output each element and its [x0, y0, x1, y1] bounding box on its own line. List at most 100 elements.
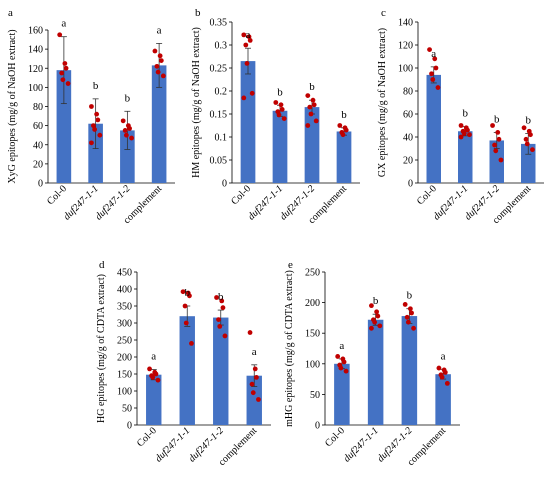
data-point	[241, 32, 247, 38]
chart-panel-c: c 0 20 40 60 80 100 120 140 GX epitopes (mg/g of …	[377, 7, 544, 226]
y-tick-label: 300	[117, 319, 132, 330]
bar-c-3	[489, 140, 504, 183]
data-point	[465, 127, 470, 133]
data-point	[154, 63, 160, 69]
y-axis-label: mHG epitopes (mg/g of CDTA extract)	[284, 270, 295, 427]
x-tick-label: Col-0	[229, 183, 253, 207]
y-tick-label: 0.35	[210, 18, 228, 29]
bar-d-4	[246, 375, 262, 425]
data-point	[278, 102, 284, 108]
data-point	[377, 323, 383, 329]
bar-a-1	[56, 70, 72, 183]
y-tick-label: 250	[117, 336, 132, 347]
bar-d-1	[146, 374, 162, 425]
data-point	[335, 354, 341, 359]
data-point	[310, 97, 316, 103]
data-point	[276, 112, 282, 118]
significance-letter: b	[463, 108, 469, 120]
data-point	[338, 365, 344, 371]
y-tick-label: 50	[310, 390, 320, 401]
data-point	[496, 136, 502, 142]
significance-letter: a	[339, 340, 344, 352]
data-point	[442, 369, 448, 375]
data-point	[92, 127, 98, 132]
data-point	[341, 359, 347, 365]
significance-letter: b	[309, 81, 315, 93]
significance-letter: b	[526, 115, 532, 127]
panel-letter: e	[288, 259, 293, 271]
y-tick-label: 150	[117, 370, 132, 381]
chart-panel-d: d 0 50 100 150 200 250 300 350 400 450 HG epitopes …	[96, 259, 271, 468]
data-point	[160, 73, 166, 79]
bar-c-2	[458, 131, 473, 183]
y-tick-label: 20	[403, 156, 413, 167]
y-tick-label: 100	[305, 359, 320, 370]
significance-letter: b	[125, 92, 131, 104]
bar-a-2	[88, 123, 103, 183]
y-tick-label: 50	[122, 404, 132, 415]
data-point	[430, 77, 436, 82]
data-point	[57, 32, 63, 38]
data-point	[411, 325, 416, 331]
y-tick-label: 0.3	[215, 41, 228, 52]
data-point	[435, 85, 441, 90]
data-point	[458, 123, 464, 128]
data-point	[305, 123, 311, 128]
significance-letter: b	[407, 290, 413, 302]
data-point	[254, 375, 259, 380]
data-point	[222, 333, 228, 339]
data-point	[182, 303, 188, 309]
data-point	[122, 128, 128, 133]
y-tick-label: 60	[33, 121, 43, 132]
data-point	[372, 319, 378, 325]
data-point	[498, 157, 504, 163]
x-tick-label: Col-0	[135, 425, 159, 449]
data-point	[493, 148, 499, 154]
significance-letter: b	[341, 109, 347, 121]
data-point	[369, 303, 374, 309]
bar-b-1	[240, 61, 256, 183]
significance-letter: b	[218, 291, 224, 303]
y-tick-label: 100	[28, 83, 43, 94]
bar-e-1	[334, 363, 350, 425]
data-point	[241, 95, 247, 101]
data-point	[308, 111, 314, 117]
data-point	[180, 289, 186, 295]
data-point	[183, 320, 189, 326]
y-tick-label: 120	[28, 64, 43, 75]
data-point	[97, 132, 103, 138]
y-tick-label: 0.1	[215, 133, 228, 144]
significance-letter: a	[157, 24, 162, 36]
data-point	[305, 93, 311, 98]
y-tick-label: 140	[398, 18, 413, 29]
data-point	[343, 127, 349, 133]
y-tick-label: 100	[117, 387, 132, 398]
y-tick-label: 400	[117, 285, 132, 296]
bar-e-3	[401, 316, 418, 425]
significance-letter: a	[151, 351, 156, 363]
y-tick-label: 0	[127, 421, 132, 432]
data-point	[147, 366, 152, 372]
x-tick-label: Col-0	[45, 183, 69, 207]
data-point	[157, 53, 163, 59]
y-tick-label: 120	[398, 41, 413, 52]
bar-c-1	[426, 74, 441, 183]
bar-b-3	[304, 107, 320, 183]
data-point	[63, 65, 69, 71]
data-point	[243, 42, 249, 48]
bar-e-2	[367, 319, 384, 425]
y-tick-label: 40	[403, 133, 413, 144]
data-point	[523, 136, 529, 142]
data-point	[153, 371, 159, 377]
data-point	[60, 77, 66, 83]
chart-panel-b: b 0 0.05 0.1 0.15 0.2 0.25 0.3 0.35 HM epitopes (…	[191, 7, 360, 226]
data-point	[495, 130, 501, 135]
significance-letter: b	[494, 113, 500, 125]
data-point	[340, 132, 346, 138]
data-point	[65, 81, 71, 86]
data-point	[189, 341, 194, 346]
data-point	[374, 309, 380, 315]
data-point	[281, 116, 287, 121]
data-point	[249, 90, 255, 96]
data-point	[337, 123, 343, 128]
